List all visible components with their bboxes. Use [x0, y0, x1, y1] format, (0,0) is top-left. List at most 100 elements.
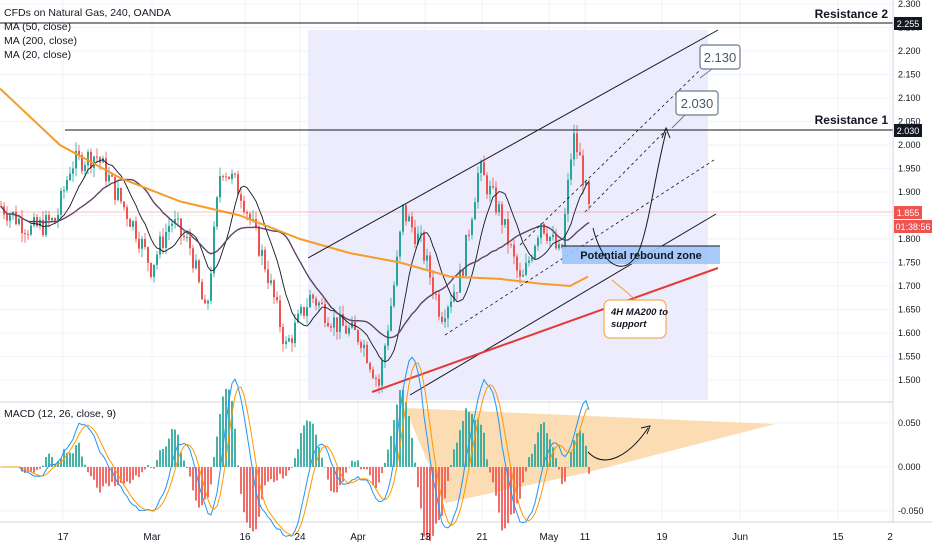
macd-histogram-bar [39, 467, 41, 469]
candle-body [141, 239, 143, 249]
macd-histogram-bar [234, 428, 236, 467]
indicator-macd[interactable]: MACD (12, 26, close, 9) [4, 408, 117, 420]
chart-legend: CFDs on Natural Gas, 240, OANDA MA (50, … [4, 6, 171, 62]
macd-scale[interactable]: 0.050 0.000 -0.050 [898, 418, 924, 516]
macd-triangle [405, 408, 775, 503]
candle-body [168, 225, 170, 232]
price-tick: 1.500 [898, 375, 921, 385]
price-scale[interactable]: 2.3002.2502.2002.1502.1002.0502.0001.950… [898, 0, 921, 385]
macd-signal-line [1, 362, 590, 537]
macd-histogram-bar [195, 467, 197, 501]
candle-body [69, 173, 71, 180]
macd-histogram-bar [576, 433, 578, 467]
channel-upper-line [307, 29, 719, 259]
candle-body [552, 234, 554, 237]
macd-histogram-bar [117, 467, 119, 486]
indicator-ma50[interactable]: MA (50, close) [4, 21, 72, 33]
macd-histogram-bar [378, 467, 380, 483]
macd-histogram-bar [93, 467, 95, 480]
macd-histogram-bar [372, 467, 374, 486]
candle-body [279, 300, 281, 327]
candle-body [582, 155, 584, 186]
macd-histogram-bar [549, 439, 551, 467]
macd-histogram-bar [564, 467, 566, 482]
candle-body [24, 233, 26, 235]
candle-body [234, 173, 236, 175]
macd-histogram-bar [132, 467, 134, 480]
macd-histogram-bar [342, 467, 344, 482]
candle-body [471, 219, 473, 235]
channel-mid-dashed-3 [584, 127, 669, 213]
candle-body [318, 302, 320, 306]
macd-histogram-bar [474, 419, 476, 467]
ma200-line [0, 87, 589, 288]
macd-histogram-bar [246, 467, 248, 523]
macd-histogram-bar [585, 445, 587, 467]
macd-histogram-bar [240, 467, 242, 494]
macd-histogram-bar [330, 467, 332, 491]
macd-histogram-bar [138, 467, 140, 478]
macd-histogram-bar [513, 467, 515, 514]
macd-histogram-bar [321, 457, 323, 467]
time-axis[interactable]: 17 Mar 16 24 Apr 13 21 May 11 19 Jun 15 2 [57, 532, 893, 543]
macd-histogram-bar [294, 458, 296, 467]
macd-histogram-bar [582, 433, 584, 467]
macd-histogram-bar [174, 429, 176, 467]
candle-body [399, 231, 401, 257]
candle-body [588, 181, 590, 205]
candle-body [90, 151, 92, 168]
badge-last-price-text: 1.855 [897, 208, 920, 218]
macd-histogram-bar [366, 467, 368, 470]
price-tick: 2.300 [898, 0, 921, 9]
candle-body [390, 306, 392, 331]
candle-body [57, 214, 59, 222]
candle-body [30, 225, 32, 235]
macd-histogram-bar [453, 449, 455, 467]
macd-histogram-bar [387, 449, 389, 467]
macd-histogram-bar [288, 467, 290, 471]
macd-histogram-bar [96, 467, 98, 488]
macd-histogram-bar [201, 467, 203, 506]
candle-body [372, 369, 374, 379]
price-tick: 2.000 [898, 140, 921, 150]
macd-histogram-bar [258, 467, 260, 517]
candle-body [120, 187, 122, 202]
macd-histogram-bar [42, 465, 44, 467]
macd-histogram-bar [225, 388, 227, 467]
indicator-ma200[interactable]: MA (200, close) [4, 35, 77, 47]
macd-histogram-bar [156, 460, 158, 467]
macd-histogram-bar [210, 467, 212, 485]
candle-body [177, 218, 179, 220]
candle-body [207, 300, 209, 304]
macd-histogram-bar [252, 467, 254, 532]
candle-body [516, 256, 518, 271]
macd-histogram-bar [27, 467, 29, 472]
candle-body [315, 298, 317, 306]
candle-body [246, 212, 248, 214]
macd-histogram-bar [168, 438, 170, 467]
macd-histogram-bar [114, 467, 116, 487]
candle-body [249, 213, 251, 220]
candle-body [108, 175, 110, 182]
candle-body [342, 314, 344, 326]
macd-histogram-bar [516, 467, 518, 504]
candle-body [87, 151, 89, 166]
symbol-title[interactable]: CFDs on Natural Gas, 240, OANDA [4, 7, 171, 19]
candle-body [159, 236, 161, 255]
candle-body [171, 223, 173, 226]
candle-body [357, 330, 359, 342]
candle-body [435, 293, 437, 295]
macd-histogram-bar [540, 423, 542, 467]
macd-histogram-bar [573, 440, 575, 467]
candle-body [504, 219, 506, 225]
target-2130-label: 2.130 [704, 50, 737, 65]
indicator-ma20[interactable]: MA (20, close) [4, 49, 72, 61]
candle-body [498, 204, 500, 213]
candle-body [564, 213, 566, 249]
macd-histogram-bar [381, 467, 383, 474]
candle-body [480, 162, 482, 174]
macd-histogram-bar [435, 467, 437, 524]
candle-body [411, 216, 413, 228]
support-trendline [371, 267, 719, 393]
